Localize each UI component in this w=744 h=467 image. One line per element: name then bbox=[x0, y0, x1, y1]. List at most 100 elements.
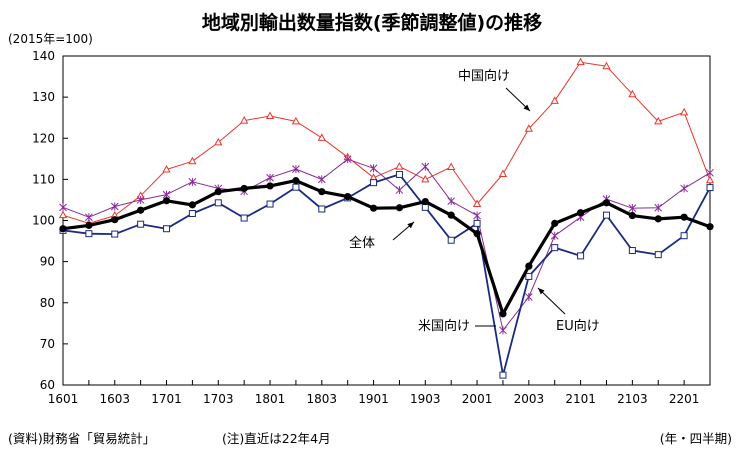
data-point bbox=[85, 213, 93, 222]
data-point bbox=[576, 57, 585, 66]
data-point bbox=[706, 168, 714, 177]
data-point bbox=[85, 230, 93, 238]
x-tick-label: 1601 bbox=[48, 392, 79, 406]
data-point bbox=[395, 186, 404, 195]
data-point bbox=[654, 203, 663, 212]
data-point bbox=[654, 251, 662, 259]
data-point bbox=[473, 219, 481, 227]
x-tick-label: 2003 bbox=[514, 392, 545, 406]
data-point bbox=[602, 61, 611, 70]
period-label: (年・四半期) bbox=[659, 431, 732, 446]
data-point bbox=[706, 223, 714, 231]
label-us: 米国向け bbox=[418, 318, 470, 334]
label-china: 中国向け bbox=[458, 68, 510, 84]
data-point bbox=[525, 272, 533, 280]
data-point bbox=[188, 210, 196, 218]
data-point bbox=[266, 173, 274, 182]
data-point bbox=[344, 193, 352, 201]
data-point bbox=[292, 177, 300, 185]
y-tick-label: 80 bbox=[40, 296, 55, 310]
annotation-arrowhead bbox=[538, 288, 545, 295]
y-tick-label: 110 bbox=[32, 172, 55, 186]
data-point bbox=[137, 206, 145, 214]
data-point bbox=[447, 236, 455, 244]
label-eu: EU向け bbox=[556, 318, 600, 334]
data-point bbox=[421, 162, 430, 171]
footnote: (注)直近は22年4月 bbox=[222, 431, 331, 446]
y-tick-label: 130 bbox=[32, 90, 55, 104]
x-tick-label: 1901 bbox=[358, 392, 389, 406]
data-point bbox=[602, 211, 610, 219]
data-point bbox=[447, 197, 456, 206]
data-point bbox=[59, 225, 67, 233]
data-point bbox=[188, 156, 197, 165]
data-point bbox=[370, 179, 378, 187]
data-point bbox=[111, 230, 119, 238]
x-tick-label: 1603 bbox=[99, 392, 130, 406]
data-point bbox=[188, 201, 196, 209]
y-tick-label: 60 bbox=[40, 378, 55, 392]
data-point bbox=[550, 96, 559, 104]
data-point bbox=[110, 202, 119, 211]
x-tick-label: 1701 bbox=[151, 392, 182, 406]
data-point bbox=[705, 175, 715, 184]
y-unit-label: (2015年=100) bbox=[8, 32, 93, 46]
series-line bbox=[62, 179, 711, 316]
y-tick-label: 140 bbox=[32, 49, 55, 63]
data-point bbox=[292, 165, 300, 174]
series-line bbox=[62, 173, 711, 377]
data-point bbox=[628, 211, 636, 220]
series-line bbox=[62, 61, 711, 224]
data-point bbox=[421, 174, 430, 183]
data-point bbox=[369, 204, 378, 212]
data-point bbox=[421, 197, 429, 206]
data-point bbox=[551, 244, 559, 252]
data-point bbox=[499, 310, 507, 318]
y-tick-label: 100 bbox=[32, 214, 55, 228]
chart-title: 地域別輸出数量指数(季節調整値)の推移 bbox=[201, 12, 543, 34]
data-point bbox=[498, 169, 508, 178]
x-tick-label: 1803 bbox=[307, 392, 338, 406]
annotation-arrowhead bbox=[523, 104, 530, 111]
data-point bbox=[317, 133, 326, 141]
data-point bbox=[59, 203, 67, 212]
label-total: 全体 bbox=[349, 235, 375, 251]
plot-frame bbox=[62, 55, 711, 386]
data-point bbox=[628, 247, 636, 255]
y-tick-label: 70 bbox=[40, 337, 55, 351]
data-point bbox=[499, 371, 507, 379]
data-point bbox=[447, 211, 455, 219]
y-tick-label: 120 bbox=[32, 131, 55, 145]
data-point bbox=[680, 232, 688, 240]
data-point bbox=[395, 204, 404, 212]
data-point bbox=[58, 210, 68, 219]
source-note: (資料)財務省「貿易統計」 bbox=[8, 431, 156, 446]
series-line bbox=[62, 158, 711, 331]
data-point bbox=[473, 211, 481, 220]
data-point bbox=[265, 111, 275, 120]
data-point bbox=[628, 204, 637, 213]
data-point bbox=[214, 137, 223, 146]
data-point bbox=[292, 183, 300, 191]
data-point bbox=[266, 200, 274, 208]
data-point bbox=[214, 188, 222, 196]
data-point bbox=[679, 107, 689, 116]
series-total bbox=[59, 177, 714, 318]
data-point bbox=[550, 231, 559, 240]
data-point bbox=[136, 195, 145, 204]
data-point bbox=[654, 215, 662, 223]
data-point bbox=[472, 199, 482, 208]
data-point bbox=[240, 184, 248, 193]
data-point bbox=[188, 177, 197, 186]
data-point bbox=[318, 205, 326, 213]
data-point bbox=[291, 116, 301, 125]
data-point bbox=[395, 162, 404, 170]
data-point bbox=[85, 221, 93, 230]
data-point bbox=[499, 326, 507, 335]
data-point bbox=[680, 184, 688, 193]
data-point bbox=[369, 164, 378, 173]
data-point bbox=[447, 162, 456, 171]
axes: 60 70 80 90 100 110 120 130 140 1601 1603 1701 1703 1… bbox=[32, 49, 711, 406]
